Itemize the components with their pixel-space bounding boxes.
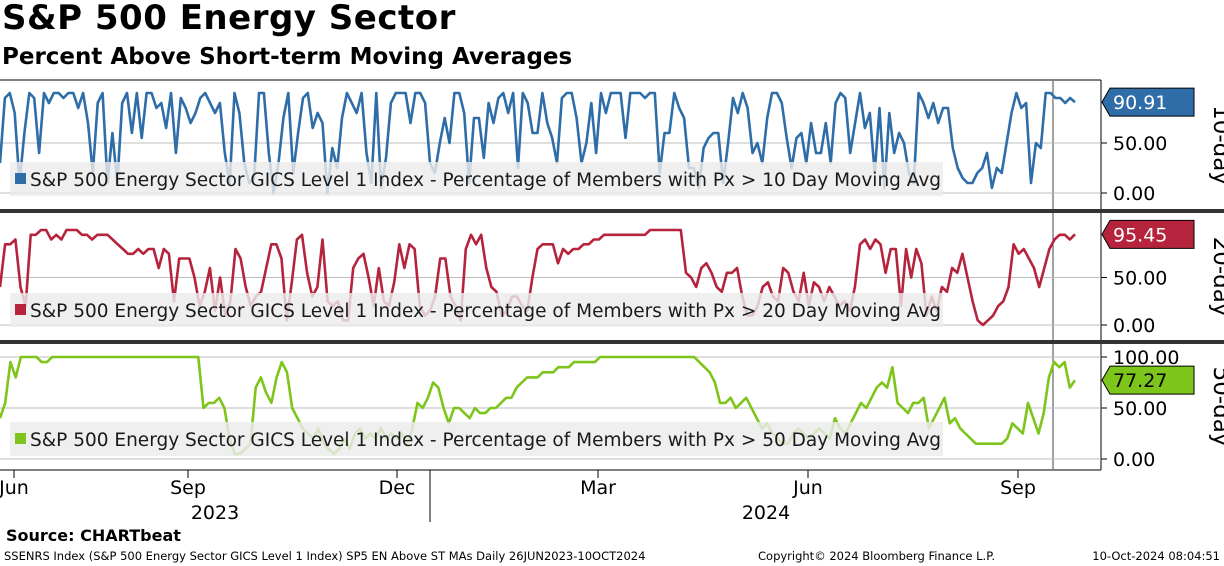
last-value-tag xyxy=(1101,87,1195,117)
legend-swatch xyxy=(15,433,26,444)
chart-title: S&P 500 Energy Sector xyxy=(2,0,456,38)
x-tick-label: Dec xyxy=(379,477,416,499)
legend-box xyxy=(10,422,943,456)
last-value-tag xyxy=(1101,365,1195,395)
legend-label: S&P 500 Energy Sector GICS Level 1 Index… xyxy=(30,301,941,322)
panel-20-day: 0.00 50.00 S&P 500 Energy Sector GICS Leve… xyxy=(0,219,1224,337)
last-value-tag xyxy=(1101,219,1195,249)
x-tick-label: Jun xyxy=(0,477,29,499)
year-label: 2023 xyxy=(191,502,239,524)
y-tick-label: 50.00 xyxy=(1113,133,1167,155)
last-value-label: 90.91 xyxy=(1113,92,1167,114)
footer-timestamp: 10-Oct-2024 08:04:51 xyxy=(1092,549,1220,563)
year-label: 2024 xyxy=(742,502,790,524)
series-line xyxy=(0,355,1077,456)
x-tick-label: Sep xyxy=(1000,477,1036,499)
panel-label: 20-day xyxy=(1208,237,1224,317)
legend-swatch xyxy=(15,173,26,184)
y-tick-label: 0.00 xyxy=(1113,449,1155,471)
x-tick-label: Sep xyxy=(170,477,206,499)
last-value-label: 77.27 xyxy=(1113,370,1167,392)
y-tick-label: 100.00 xyxy=(1113,347,1179,369)
panel-label: 10-day xyxy=(1208,105,1224,185)
legend-label: S&P 500 Energy Sector GICS Level 1 Index… xyxy=(30,430,941,451)
chart-subtitle: Percent Above Short-term Moving Averages xyxy=(2,44,573,70)
series-line xyxy=(0,91,1076,195)
y-tick-label: 0.00 xyxy=(1113,183,1155,205)
panel-separator xyxy=(0,209,1224,213)
legend-box xyxy=(10,293,943,327)
legend-label: S&P 500 Energy Sector GICS Level 1 Index… xyxy=(30,170,941,191)
source-note: Source: CHARTbeat xyxy=(6,526,181,545)
footer-description: SSENRS Index (S&P 500 Energy Sector GICS… xyxy=(4,549,646,563)
panel-50-day: 0.00 50.00 100.00 S&P 500 Energy Sector GIC… xyxy=(0,347,1224,471)
y-tick-label: 50.00 xyxy=(1113,398,1167,420)
x-tick-label: Jun xyxy=(792,477,823,499)
y-tick-label: 50.00 xyxy=(1113,268,1167,290)
panel-label: 50-day xyxy=(1208,367,1224,447)
last-value-label: 95.45 xyxy=(1113,224,1167,246)
panel-10-day: 0.00 50.00 S&P 500 Energy Sector GICS Leve… xyxy=(0,87,1224,205)
legend-swatch xyxy=(15,304,26,315)
panel-separator xyxy=(0,340,1224,344)
legend-box xyxy=(10,162,943,196)
x-tick-label: Mar xyxy=(580,477,616,499)
footer-copyright: Copyright© 2024 Bloomberg Finance L.P. xyxy=(758,549,995,563)
series-line xyxy=(0,228,1076,327)
y-tick-label: 0.00 xyxy=(1113,315,1155,337)
